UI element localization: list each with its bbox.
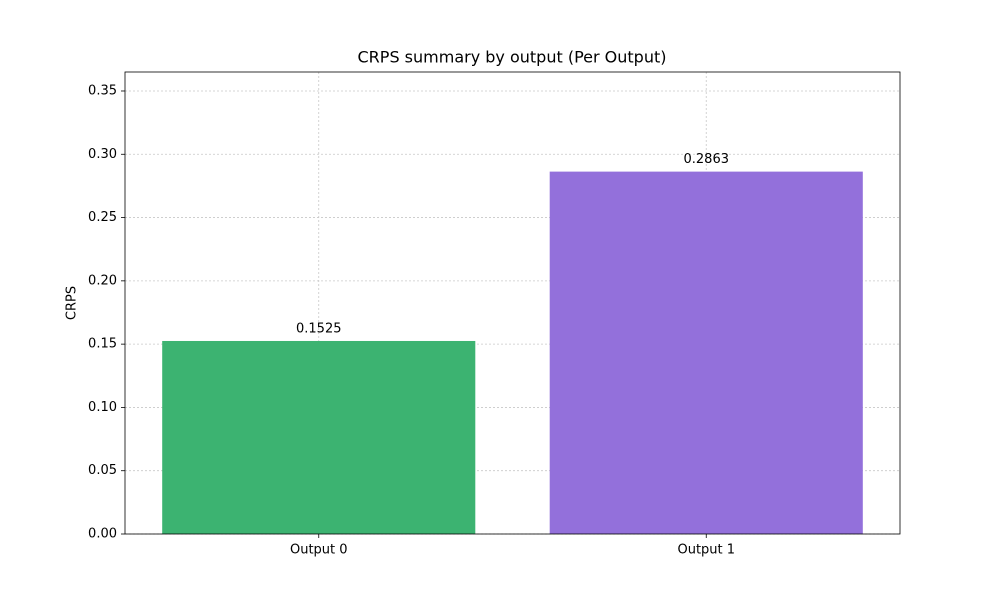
- chart-title: CRPS summary by output (Per Output): [358, 48, 667, 67]
- value-label: 0.2863: [684, 152, 730, 167]
- x-tick-label: Output 0: [290, 543, 348, 558]
- y-tick-label: 0.00: [88, 527, 117, 542]
- bar: [549, 171, 863, 534]
- y-tick-label: 0.30: [88, 147, 117, 162]
- y-tick-label: 0.20: [88, 273, 117, 288]
- bar: [162, 340, 476, 534]
- y-tick-label: 0.25: [88, 210, 117, 225]
- value-label: 0.1525: [296, 321, 342, 336]
- y-tick-label: 0.35: [88, 83, 117, 98]
- y-axis-label: CRPS: [65, 286, 80, 320]
- plot-frame: [124, 71, 901, 535]
- y-tick-label: 0.10: [88, 400, 117, 415]
- y-tick-label: 0.05: [88, 463, 117, 478]
- y-tick-label: 0.15: [88, 337, 117, 352]
- x-tick-label: Output 1: [677, 543, 735, 558]
